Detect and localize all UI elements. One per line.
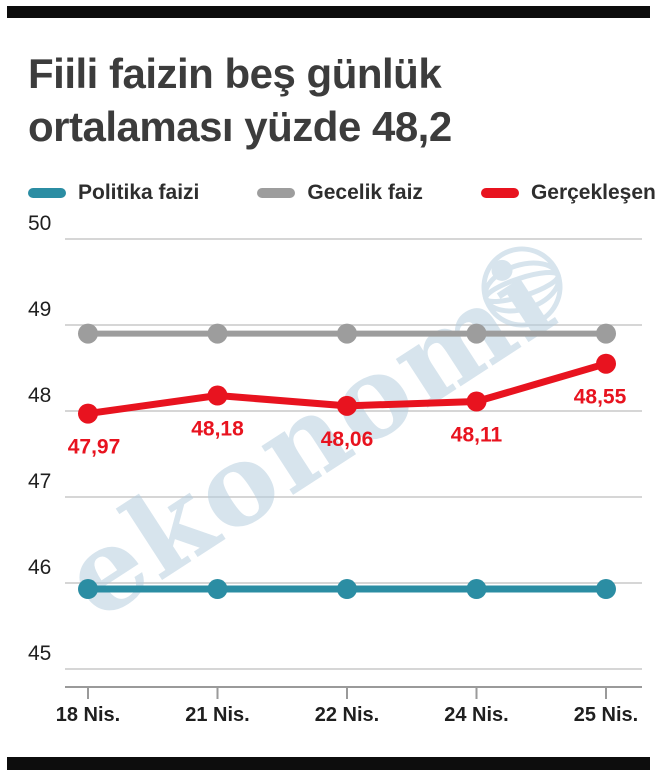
chart-title: Fiili faizin beş günlük ortalaması yüzde… xyxy=(28,48,633,153)
chart-title-line-2: ortalaması yüzde 48,2 xyxy=(28,102,452,150)
svg-text:45: 45 xyxy=(28,642,51,665)
svg-text:24 Nis.: 24 Nis. xyxy=(444,704,508,726)
svg-text:48,06: 48,06 xyxy=(321,428,374,451)
svg-text:48: 48 xyxy=(28,384,51,407)
legend-item-gecelik-faiz: Gecelik faiz xyxy=(257,181,423,205)
svg-text:18 Nis.: 18 Nis. xyxy=(56,704,120,726)
legend: Politika faizi Gecelik faiz Gerçekleşen xyxy=(28,179,657,207)
top-bar xyxy=(7,6,650,18)
svg-text:48,18: 48,18 xyxy=(191,418,244,441)
svg-text:49: 49 xyxy=(28,298,51,321)
legend-label-gecelik-faiz: Gecelik faiz xyxy=(307,181,423,204)
svg-text:22 Nis.: 22 Nis. xyxy=(315,704,379,726)
svg-text:46: 46 xyxy=(28,556,51,579)
bottom-bar xyxy=(7,757,650,770)
legend-item-politika-faizi: Politika faizi xyxy=(28,181,199,205)
svg-text:48,11: 48,11 xyxy=(451,424,503,447)
legend-marker-gerceklesen xyxy=(480,188,519,198)
legend-label-politika-faizi: Politika faizi xyxy=(78,181,200,204)
legend-item-gerceklesen: Gerçekleşen xyxy=(480,181,656,205)
legend-marker-politika-faizi xyxy=(28,188,66,198)
chart-title-line-1: Fiili faizin beş günlük xyxy=(28,50,442,97)
svg-text:50: 50 xyxy=(28,212,51,235)
svg-text:25 Nis.: 25 Nis. xyxy=(574,704,638,726)
infographic: Fiili faizin beş günlük ortalaması yüzde… xyxy=(0,6,657,770)
svg-text:47,97: 47,97 xyxy=(68,436,121,459)
svg-text:21 Nis.: 21 Nis. xyxy=(185,704,249,726)
svg-text:48,55: 48,55 xyxy=(574,386,627,409)
legend-marker-gecelik-faiz xyxy=(257,188,296,198)
legend-label-gerceklesen: Gerçekleşen xyxy=(530,181,656,204)
svg-text:47: 47 xyxy=(28,470,51,493)
